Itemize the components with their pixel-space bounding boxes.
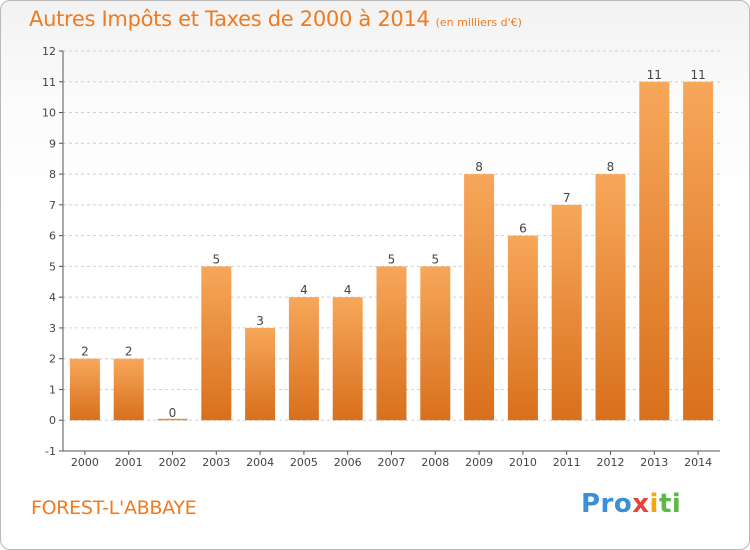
value-label: 7 [563,191,571,205]
x-tick-label: 2010 [509,456,537,469]
bar [332,297,363,421]
logo-part-1: Pro [581,489,633,519]
bar [376,266,407,421]
value-label: 6 [519,222,527,236]
y-tick-label: 9 [49,137,56,150]
x-tick-label: 2013 [640,456,668,469]
value-label: 4 [300,283,308,297]
y-tick-label: 5 [49,260,56,273]
bar [157,418,188,421]
bar [464,174,495,421]
value-label: 4 [344,283,352,297]
y-tick-label: 7 [49,199,56,212]
y-tick-label: 6 [49,230,56,243]
bar [288,297,319,421]
bar [507,235,538,421]
value-label: 5 [212,252,220,266]
value-label: 2 [125,345,133,359]
bar [245,327,276,421]
x-tick-label: 2000 [71,456,99,469]
x-tick-label: 2008 [421,456,449,469]
value-label: 5 [388,252,396,266]
y-tick-label: 2 [49,353,56,366]
x-tick-label: 2004 [246,456,274,469]
logo-part-2: x [632,489,650,519]
bar [595,174,626,421]
value-label: 3 [256,314,264,328]
bar [420,266,451,421]
y-tick-label: 10 [42,107,56,120]
y-tick-label: 1 [49,383,56,396]
value-label: 11 [647,68,662,82]
bar [113,358,144,421]
y-tick-label: 12 [42,45,56,58]
proxiti-logo[interactable]: Proxiti [581,489,681,519]
bar [639,81,670,421]
x-tick-label: 2007 [378,456,406,469]
value-label: 8 [475,160,483,174]
x-tick-label: 2006 [334,456,362,469]
bar [551,204,582,421]
y-tick-label: -1 [45,445,56,458]
y-tick-label: 4 [49,291,56,304]
x-tick-label: 2003 [202,456,230,469]
logo-part-4: ti [658,489,682,519]
x-tick-label: 2014 [684,456,712,469]
x-tick-label: 2009 [465,456,493,469]
value-label: 2 [81,345,89,359]
chart-title: Autres Impôts et Taxes de 2000 à 2014 (en… [29,7,522,31]
y-tick-label: 11 [42,76,56,89]
value-label: 8 [607,160,615,174]
bar [683,81,714,421]
commune-name: FOREST-L'ABBAYE [31,497,197,519]
x-tick-label: 2012 [597,456,625,469]
y-tick-label: 8 [49,168,56,181]
bar [69,358,100,421]
value-label: 11 [690,68,705,82]
value-label: 5 [431,252,439,266]
x-tick-label: 2001 [115,456,143,469]
x-tick-label: 2011 [553,456,581,469]
chart-subtitle: (en milliers d'€) [435,16,522,29]
x-tick-label: 2002 [159,456,187,469]
chart-title-text: Autres Impôts et Taxes de 2000 à 2014 [29,7,430,31]
logo-part-3: i [649,489,659,519]
x-tick-label: 2005 [290,456,318,469]
bar [201,266,232,421]
y-tick-label: 0 [49,414,56,427]
value-label: 0 [169,406,177,420]
y-tick-label: 3 [49,322,56,335]
